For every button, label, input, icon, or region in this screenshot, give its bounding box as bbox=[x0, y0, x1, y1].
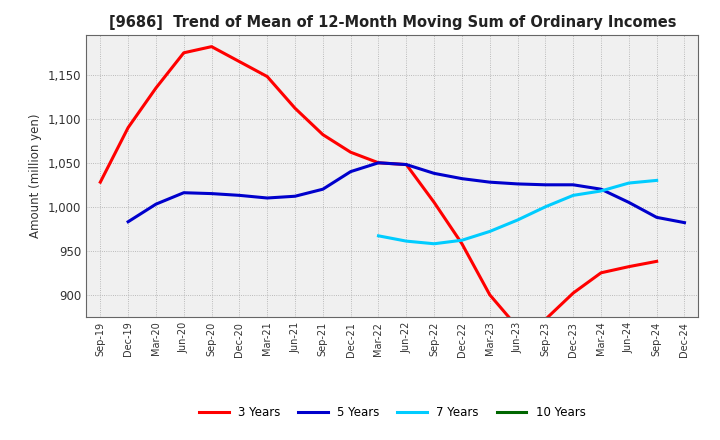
Y-axis label: Amount (million yen): Amount (million yen) bbox=[30, 114, 42, 238]
Legend: 3 Years, 5 Years, 7 Years, 10 Years: 3 Years, 5 Years, 7 Years, 10 Years bbox=[194, 402, 590, 424]
Title: [9686]  Trend of Mean of 12-Month Moving Sum of Ordinary Incomes: [9686] Trend of Mean of 12-Month Moving … bbox=[109, 15, 676, 30]
